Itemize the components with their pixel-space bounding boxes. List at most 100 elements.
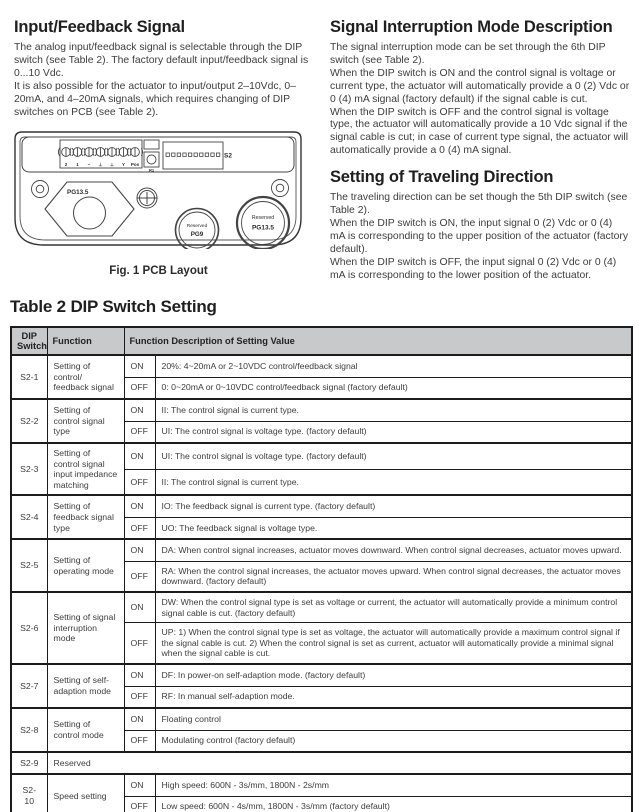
- cell-switch-state: ON: [123, 707, 156, 731]
- cell-setting-description: UI: The control signal is voltage type. …: [154, 441, 633, 470]
- cell-switch-id: S2-6: [10, 591, 48, 665]
- paragraph-input-feedback-1: The analog input/feedback signal is sele…: [14, 42, 309, 79]
- mounting-hole-right: [271, 179, 289, 197]
- cell-switch-state: OFF: [123, 516, 156, 540]
- dip-table-body: S2-1 Setting of control/ feedback signal O…: [10, 354, 633, 812]
- cell-setting-description: RF: In manual self-adaption mode.: [154, 685, 633, 709]
- cell-switch-id: S2-1: [10, 354, 48, 400]
- svg-text:PG9: PG9: [191, 231, 204, 238]
- r1-hole: [146, 154, 157, 165]
- enclosure-outer-wall: [14, 131, 302, 246]
- section-heading-traveling-direction: Setting of Traveling Direction: [330, 168, 554, 187]
- cell-switch-state: OFF: [123, 795, 156, 812]
- header-dip-switch: DIP Switch: [10, 326, 48, 356]
- cell-setting-description: High speed: 600N - 3s/mm, 1800N - 2s/mm: [154, 773, 633, 797]
- cell-setting-description: Floating control: [154, 707, 633, 731]
- left-column: Input/Feedback Signal The analog input/f…: [14, 18, 314, 119]
- screw-icon: [136, 187, 158, 209]
- reserved-pg135: Reserved PG13.5: [235, 195, 291, 251]
- cell-switch-id: S2-8: [10, 707, 48, 753]
- gland-hexagon: [44, 181, 135, 237]
- pcb-layout-drawing: 2 1 ~ ⊥ ⊥ Y Pos R1 S2: [14, 131, 302, 253]
- terminal-labels: 2 1 ~ ⊥ ⊥ Y Pos: [65, 162, 140, 167]
- svg-text:Reserved: Reserved: [187, 223, 208, 229]
- pcb-figure: 2 1 ~ ⊥ ⊥ Y Pos R1 S2: [14, 131, 303, 277]
- cell-function: Setting of control/ feedback signal: [46, 354, 125, 400]
- table-row: S2-4 Setting of feedback signal type ON IO:…: [10, 494, 633, 540]
- cell-setting-description: DF: In power-on self-adaption mode. (fac…: [154, 663, 633, 687]
- cell-setting-description: DA: When control signal increases, actua…: [154, 538, 633, 562]
- right-column: Signal Interruption Mode Description The…: [330, 18, 630, 283]
- figure-caption: Fig. 1 PCB Layout: [109, 265, 208, 277]
- cell-function: Speed setting: [46, 773, 125, 812]
- table-row: S2-1 Setting of control/ feedback signal O…: [10, 354, 633, 400]
- dip-table-section: Table 2 DIP Switch Setting DIP Switch Fu…: [10, 297, 634, 812]
- svg-text:~: ~: [88, 162, 91, 167]
- cell-switch-state: OFF: [123, 560, 156, 593]
- paragraph-input-feedback-2: It is also possible for the actuator to …: [14, 80, 296, 118]
- table-row: OFF UO: The feedback signal is voltage ty…: [11, 516, 633, 540]
- cell-function: Reserved: [46, 751, 633, 775]
- section-heading-input-feedback: Input/Feedback Signal: [14, 18, 185, 36]
- table-row: OFF RA: When the control signal increases…: [11, 560, 633, 593]
- cell-function: Setting of control mode: [46, 707, 125, 753]
- cell-setting-description: RA: When the control signal increases, t…: [154, 560, 633, 593]
- cell-switch-state: ON: [123, 591, 156, 624]
- section-heading-signal-interruption: Signal Interruption Mode Description: [330, 18, 613, 36]
- svg-text:Reserved: Reserved: [252, 215, 274, 221]
- cell-function: Setting of operating mode: [46, 538, 125, 593]
- cell-function: Setting of self-adaption mode: [46, 663, 125, 709]
- cell-switch-state: OFF: [123, 420, 156, 444]
- cell-switch-state: ON: [123, 441, 156, 470]
- table-row: S2-2 Setting of control signal type ON II: …: [10, 398, 633, 444]
- table-row: S2-9 Reserved: [10, 751, 633, 775]
- cell-switch-id: S2-10: [10, 773, 48, 812]
- table-row: S2-8 Setting of control mode ON Floating co…: [10, 707, 633, 753]
- cell-setting-description: 0: 0~20mA or 0~10VDC control/feedback si…: [154, 376, 633, 400]
- cell-switch-state: OFF: [123, 622, 156, 665]
- cell-setting-description: IO: The feedback signal is current type.…: [154, 494, 633, 518]
- table-row: S2-7 Setting of self-adaption mode ON DF: I…: [10, 663, 633, 709]
- table-row: S2-5 Setting of operating mode ON DA: When …: [10, 538, 633, 593]
- table-row: S2-10 Speed setting ON High speed: 600N - 3…: [10, 773, 633, 812]
- header-description: Function Description of Setting Value: [123, 326, 633, 356]
- gland-hexagon-bore: [73, 196, 106, 230]
- svg-text:2: 2: [65, 162, 68, 167]
- table-header-row: DIP Switch Function Function Description…: [10, 326, 633, 356]
- cell-setting-description: UI: The control signal is voltage type. …: [154, 420, 633, 444]
- mounting-hole-left: [31, 180, 49, 198]
- svg-text:Y: Y: [122, 162, 125, 167]
- table-title: Table 2 DIP Switch Setting: [10, 297, 217, 316]
- cell-setting-description: UO: The feedback signal is voltage type.: [154, 516, 633, 540]
- dip-switch-positions: [165, 152, 221, 157]
- cell-switch-state: ON: [123, 354, 156, 378]
- r1-socket: [143, 151, 160, 168]
- cell-switch-state: OFF: [123, 468, 156, 496]
- dip-switch-block: [162, 141, 224, 170]
- cell-switch-id: S2-7: [10, 663, 48, 709]
- cell-switch-state: OFF: [123, 685, 156, 709]
- cell-switch-state: ON: [123, 773, 156, 797]
- enclosure-inner-wall: [19, 136, 297, 241]
- cell-switch-id: S2-3: [10, 441, 48, 496]
- cell-setting-description: II: The control signal is current type.: [154, 398, 633, 422]
- cell-setting-description: DW: When the control signal type is set …: [154, 591, 633, 624]
- reserved-pg9: Reserved PG9: [174, 207, 220, 253]
- cell-function: Setting of signal interruption mode: [46, 591, 125, 665]
- s2-label: S2: [224, 153, 232, 160]
- cell-function: Setting of control signal input impedanc…: [46, 441, 125, 496]
- cell-switch-state: OFF: [123, 376, 156, 400]
- svg-text:Pos: Pos: [131, 162, 140, 167]
- paragraph-traveling-direction: The traveling direction can be set thoug…: [330, 192, 629, 281]
- paragraph-signal-interruption: The signal interruption mode can be set …: [330, 42, 630, 157]
- cell-switch-id: S2-4: [10, 494, 48, 540]
- dip-switch-table: DIP Switch Function Function Description…: [10, 326, 634, 812]
- header-function: Function: [46, 326, 125, 356]
- cell-switch-id: S2-9: [10, 751, 48, 775]
- cell-switch-state: OFF: [123, 729, 156, 753]
- terminal-panel: [21, 136, 295, 173]
- svg-text:1: 1: [76, 162, 79, 167]
- table-row: S2-6 Setting of signal interruption mode O…: [10, 591, 633, 665]
- table-row: OFF Low speed: 600N - 4s/mm, 1800N - 3s/m…: [11, 795, 633, 812]
